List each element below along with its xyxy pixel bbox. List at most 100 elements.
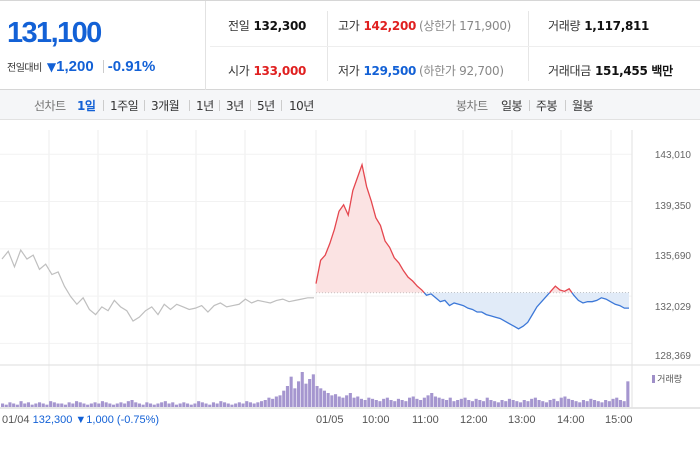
volume-bar <box>615 397 619 407</box>
volume-bar <box>130 400 134 407</box>
volume-bar <box>137 403 141 407</box>
trade-value-label: 거래대금 <box>548 64 591 78</box>
volume-bar <box>593 400 597 407</box>
volume-bar <box>334 394 338 407</box>
volume-bar <box>515 401 519 407</box>
chart-canvas[interactable] <box>0 120 700 450</box>
lower-limit: (하한가 92,700) <box>419 64 504 78</box>
divider <box>281 100 282 111</box>
volume-bar <box>445 400 449 407</box>
volume-bar <box>211 402 215 407</box>
volume-bar <box>119 402 123 407</box>
volume-bar <box>326 393 330 407</box>
volume-bar <box>41 403 45 407</box>
volume-bar <box>311 374 315 407</box>
period-3y[interactable]: 3년 <box>226 99 244 113</box>
volume-bar <box>1 403 5 407</box>
divider <box>529 100 530 111</box>
divider <box>250 100 251 111</box>
volume-bar <box>400 400 404 407</box>
volume-bar <box>526 401 530 407</box>
high-cell: 고가 142,200 (상한가 171,900) <box>338 17 511 34</box>
period-10y[interactable]: 10년 <box>289 99 314 113</box>
volume-bar <box>163 401 167 407</box>
volume-bar <box>274 396 278 407</box>
low-cell: 저가 129,500 (하한가 92,700) <box>338 62 504 79</box>
period-1y[interactable]: 1년 <box>196 99 214 113</box>
candle-monthly[interactable]: 월봉 <box>572 99 594 113</box>
volume-bar <box>12 403 16 407</box>
high-value: 142,200 <box>363 19 417 33</box>
volume-bar <box>359 398 363 407</box>
line-chart-label: 선차트 <box>34 99 66 113</box>
divider <box>144 100 145 111</box>
volume-bar <box>45 404 49 407</box>
volume-bar <box>30 404 34 407</box>
volume-bar <box>463 397 467 407</box>
x-tick-label: 01/05 <box>316 414 344 426</box>
prev-day-close: 132,300 <box>32 414 73 426</box>
volume-bar <box>626 381 630 407</box>
volume-bar <box>123 403 127 407</box>
volume-bar <box>115 403 119 407</box>
down-area <box>571 292 629 309</box>
candle-chart-label: 봉차트 <box>456 99 488 113</box>
volume-bar <box>378 401 382 407</box>
volume-bar <box>263 400 267 407</box>
trade-value-cell: 거래대금 151,455 백만 <box>548 62 673 79</box>
volume-bar <box>504 401 508 407</box>
x-tick-label: 12:00 <box>460 414 488 426</box>
down-line <box>423 292 551 330</box>
volume-bar <box>470 401 474 407</box>
volume-bar <box>618 400 622 407</box>
volume-bar <box>4 404 8 407</box>
volume-bar <box>82 403 86 407</box>
up-line <box>315 162 425 294</box>
prev-day-change: ▼1,000 <box>75 414 114 426</box>
volume-bar <box>63 404 67 407</box>
candle-weekly[interactable]: 주봉 <box>536 99 558 113</box>
price-chart[interactable]: 143,010 139,350 135,690 132,029 128,369 … <box>0 120 700 450</box>
y-tick-label: 132,029 <box>654 302 691 313</box>
volume-bar <box>419 400 423 407</box>
volume-bar <box>589 398 593 407</box>
volume-bar <box>422 397 426 407</box>
period-1d[interactable]: 1일 <box>77 99 96 113</box>
low-label: 저가 <box>338 64 360 78</box>
volume-bar <box>248 402 252 407</box>
prev-day-rate: (-0.75%) <box>116 414 160 426</box>
volume-bar <box>448 397 452 407</box>
volume-bar <box>611 398 615 407</box>
candle-daily[interactable]: 일봉 <box>501 99 523 113</box>
volume-bar <box>152 404 156 407</box>
trade-value-value: 151,455 백만 <box>594 64 673 78</box>
down-area <box>424 292 550 329</box>
volume-bar <box>537 400 541 407</box>
volume-bar <box>511 400 515 407</box>
volume-bar <box>622 401 626 407</box>
volume-bar <box>71 403 75 407</box>
volume-bar <box>237 402 241 407</box>
volume-bar <box>374 400 378 407</box>
volume-bar <box>544 402 548 407</box>
volume-bar <box>533 397 537 407</box>
period-3m[interactable]: 3개월 <box>151 99 180 113</box>
period-5y[interactable]: 5년 <box>257 99 275 113</box>
volume-bar <box>300 372 304 407</box>
volume-bar <box>507 398 511 407</box>
volume-bar <box>567 398 571 407</box>
volume-bar <box>104 402 108 407</box>
volume-legend-label: 거래량 <box>657 375 682 385</box>
volume-bar <box>278 395 282 407</box>
volume-bar <box>189 404 193 407</box>
up-area <box>316 164 425 293</box>
volume-bar <box>482 401 486 407</box>
volume-bar <box>167 403 171 407</box>
volume-bar <box>171 402 175 407</box>
divider <box>189 100 190 111</box>
volume-bar <box>441 398 445 407</box>
volume-value: 1,117,811 <box>584 19 650 33</box>
period-1w[interactable]: 1주일 <box>110 99 139 113</box>
y-tick-label: 143,010 <box>654 150 691 161</box>
volume-bar <box>156 403 160 407</box>
